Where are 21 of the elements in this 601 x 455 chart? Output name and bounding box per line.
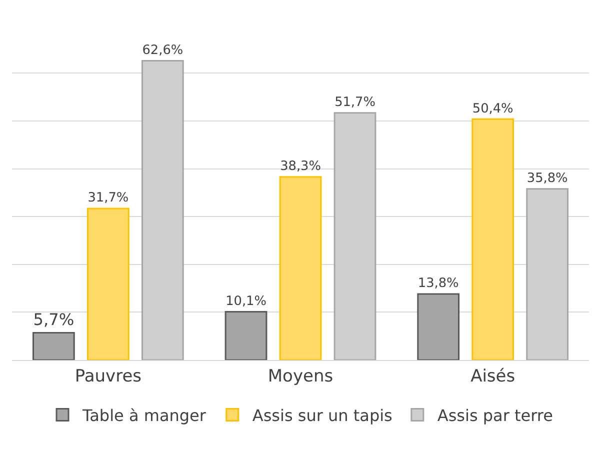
bar — [417, 293, 460, 360]
data-label: 31,7% — [88, 190, 129, 206]
x-tick-label: Moyens — [268, 366, 334, 386]
x-tick-label: Pauvres — [74, 366, 142, 386]
data-label: 10,1% — [226, 294, 266, 309]
legend-label: Table à manger — [82, 406, 206, 425]
bar — [224, 310, 268, 360]
x-tick-label: Aisés — [470, 366, 516, 386]
data-label: 51,7% — [334, 95, 376, 110]
bar — [472, 118, 514, 360]
data-label: 38,3% — [280, 159, 321, 174]
data-label: 5,7% — [33, 310, 74, 330]
bar — [32, 332, 75, 360]
legend-label: Assis sur un tapis — [252, 406, 392, 425]
data-label: 50,4% — [472, 101, 514, 116]
bar — [279, 176, 322, 360]
data-label: 35,8% — [526, 171, 568, 186]
data-label: 62,6% — [142, 42, 184, 58]
bar — [86, 208, 130, 360]
data-label: 13,8% — [418, 276, 459, 292]
legend-label: Assis par terre — [437, 406, 553, 425]
